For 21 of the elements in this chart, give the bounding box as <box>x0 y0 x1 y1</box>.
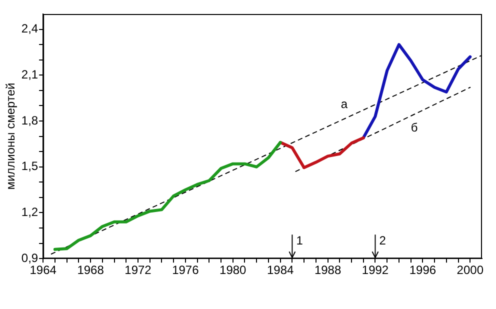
annotation: 1 <box>296 234 304 248</box>
y-axis-title: миллионы смертей <box>4 82 18 190</box>
y-tick-label: 2,1 <box>21 67 38 82</box>
x-tick-label: 1964 <box>30 263 57 278</box>
x-tick-label: 1996 <box>409 263 436 278</box>
series-label: а <box>340 97 348 112</box>
y-tick-label: 1,2 <box>21 205 38 220</box>
x-tick-label: 1972 <box>124 263 152 278</box>
y-tick-label: 2,4 <box>21 22 38 36</box>
y-tick-label: 1,8 <box>21 113 38 128</box>
x-tick-label: 2000 <box>456 263 484 278</box>
x-tick-label: 1980 <box>220 263 247 278</box>
y-tick-label: 1,5 <box>21 159 38 174</box>
series-label: б <box>410 120 418 135</box>
x-tick-label: 1988 <box>314 263 342 278</box>
x-tick-label: 1992 <box>362 263 389 278</box>
annotation: 2 <box>379 234 386 248</box>
x-tick-label: 1976 <box>172 263 200 278</box>
x-tick-label: 1984 <box>266 263 294 278</box>
y-tick-label: 0,9 <box>21 250 38 265</box>
x-tick-label: 1968 <box>77 263 104 278</box>
